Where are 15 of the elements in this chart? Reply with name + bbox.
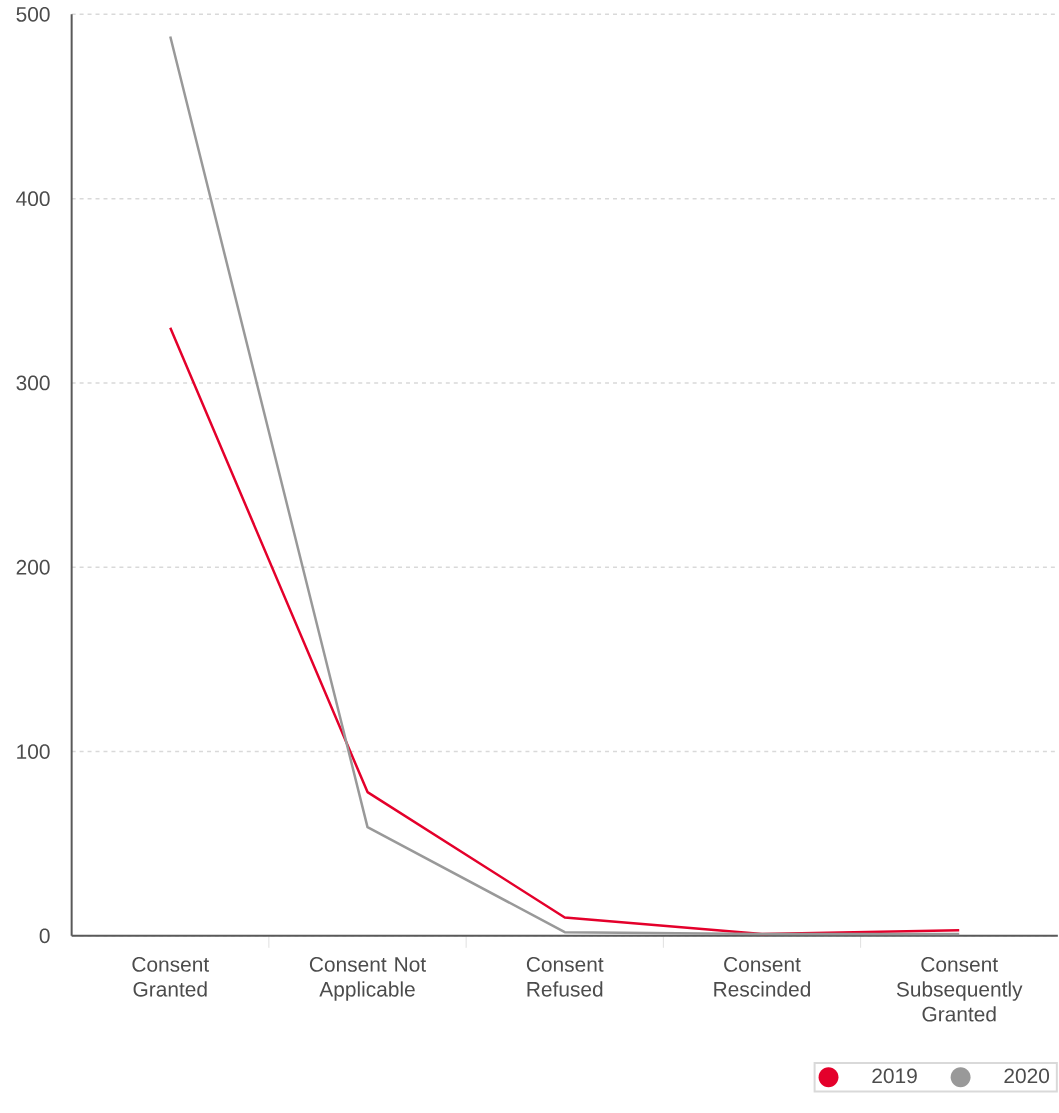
line-series: [169, 326, 961, 936]
x-tick-label: Consent Not Applicable: [309, 957, 427, 1001]
x-tick-label: Consent Refused: [526, 957, 604, 997]
x-tick-label: Consent Rescinded: [714, 957, 811, 997]
y-tick-label: 500: [16, 6, 50, 22]
line-series: [169, 35, 961, 936]
y-tick-label: 400: [16, 191, 50, 207]
x-tick-label: Consent Subsequently Granted: [896, 957, 1023, 1022]
y-tick-label: 0: [39, 928, 50, 944]
y-tick-label: 200: [16, 559, 50, 575]
legend-label: 2019: [872, 1068, 917, 1084]
y-tick-label: 300: [16, 375, 50, 391]
y-tick-label: 100: [17, 744, 50, 759]
legend-label: 2020: [1004, 1068, 1050, 1084]
x-tick-label: Consent Granted: [132, 957, 210, 997]
